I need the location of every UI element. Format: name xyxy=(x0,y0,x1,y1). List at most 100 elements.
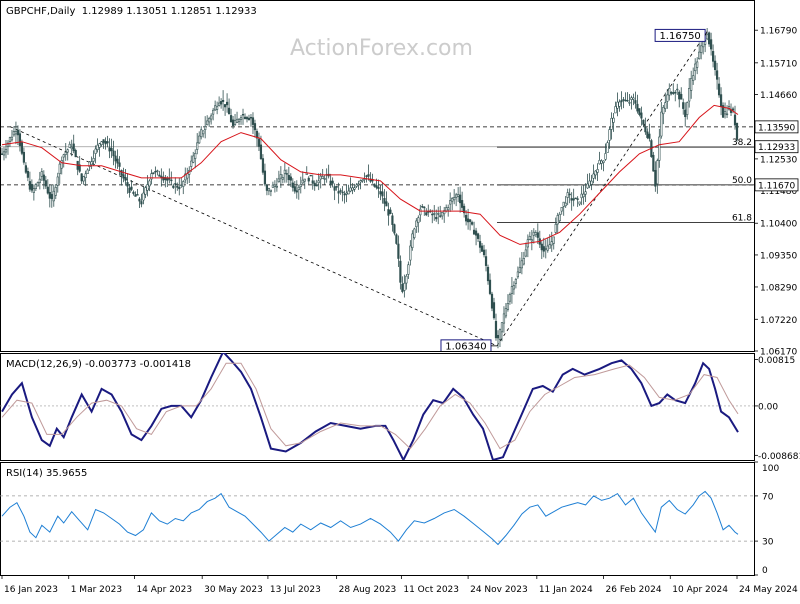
candle-body xyxy=(148,180,151,187)
candle-body xyxy=(269,189,273,192)
candle-body xyxy=(337,191,340,194)
candle-body xyxy=(321,176,324,179)
candle-body xyxy=(624,99,627,102)
candle-body xyxy=(359,180,362,183)
candle-body xyxy=(411,233,414,248)
price-tick-label: 1.08290 xyxy=(760,283,797,293)
candle-body xyxy=(200,129,203,138)
candle-body xyxy=(582,193,585,198)
candle-body xyxy=(698,51,701,60)
candle-body xyxy=(640,112,643,119)
candle-body xyxy=(522,258,525,265)
candle-body xyxy=(554,223,557,233)
candle-body xyxy=(562,201,565,207)
candle-body xyxy=(588,180,591,187)
candle-body xyxy=(124,177,127,181)
candle-body xyxy=(30,184,33,191)
candle-body xyxy=(492,302,496,319)
candle-body xyxy=(22,151,26,163)
candle-body xyxy=(80,173,83,182)
candle-body xyxy=(178,187,181,190)
watermark-text: ActionForex.com xyxy=(290,36,473,61)
candle-body xyxy=(387,209,390,216)
candle-body xyxy=(546,245,549,251)
candle-body xyxy=(90,161,93,166)
candle-body xyxy=(385,201,388,207)
candle-body xyxy=(674,91,677,94)
candle-body xyxy=(118,162,121,167)
candle-body xyxy=(441,212,444,217)
candle-body xyxy=(719,94,723,107)
x-tick-label: 24 Nov 2023 xyxy=(470,585,528,595)
candle-body xyxy=(190,160,193,167)
candle-body xyxy=(315,184,318,187)
price-level-tag xyxy=(754,178,799,192)
candle-body xyxy=(24,165,28,173)
candle-body xyxy=(158,174,161,177)
x-tick-label: 14 Apr 2023 xyxy=(136,585,192,595)
candle-body xyxy=(221,99,225,102)
candle-body xyxy=(106,141,109,144)
candle-body xyxy=(544,248,547,250)
candle-body xyxy=(235,118,239,123)
candle-body xyxy=(717,83,721,96)
candle-body xyxy=(194,153,197,159)
candle-body xyxy=(245,117,249,120)
candle-body xyxy=(676,88,679,91)
candle-body xyxy=(78,164,81,172)
candle-body xyxy=(138,198,141,202)
candle-body xyxy=(498,329,502,340)
rsi-tick-label: 30 xyxy=(762,538,774,548)
candle-body xyxy=(486,266,490,282)
candle-body xyxy=(74,150,77,158)
candle-body xyxy=(287,174,290,181)
candle-body xyxy=(347,190,350,195)
candle-body xyxy=(550,241,553,246)
candle-body xyxy=(349,187,352,192)
candle-body xyxy=(110,148,113,152)
candle-body xyxy=(447,207,450,211)
rsi-tick-label: 0 xyxy=(762,566,768,576)
candle-body xyxy=(612,117,615,123)
x-tick-label: 11 Jan 2024 xyxy=(539,585,593,595)
price-tick-label: 1.10400 xyxy=(760,220,797,230)
candle-body xyxy=(365,175,368,177)
candle-body xyxy=(297,186,300,191)
candle-body xyxy=(634,100,637,104)
candle-body xyxy=(500,322,504,333)
candle-body xyxy=(10,136,14,141)
candle-body xyxy=(415,220,418,228)
candle-body xyxy=(646,131,649,138)
candle-body xyxy=(494,321,498,339)
candle-body xyxy=(622,99,625,101)
candle-body xyxy=(303,178,306,182)
candle-body xyxy=(319,175,322,180)
candle-body xyxy=(112,150,115,157)
candle-body xyxy=(223,104,227,108)
candle-body xyxy=(506,303,510,310)
candle-body xyxy=(309,174,312,177)
candle-body xyxy=(608,129,611,141)
candle-body xyxy=(620,100,623,103)
candle-body xyxy=(558,213,561,222)
candle-body xyxy=(261,158,265,173)
candle-body xyxy=(504,308,508,317)
candle-body xyxy=(8,137,12,142)
candle-body xyxy=(44,180,47,187)
candle-body xyxy=(496,334,500,339)
candle-body xyxy=(275,185,278,188)
candle-body xyxy=(42,174,45,181)
candle-body xyxy=(733,114,737,126)
candle-body xyxy=(472,229,476,235)
candle-body xyxy=(241,114,245,116)
candle-body xyxy=(134,194,137,197)
candle-body xyxy=(136,194,139,196)
x-tick-label: 10 Apr 2024 xyxy=(672,585,728,595)
candle-body xyxy=(658,136,661,161)
candle-body xyxy=(166,178,169,181)
candle-body xyxy=(678,91,681,100)
candle-body xyxy=(700,45,703,53)
candle-body xyxy=(431,213,434,216)
candle-body xyxy=(271,184,274,188)
candle-body xyxy=(373,183,376,187)
